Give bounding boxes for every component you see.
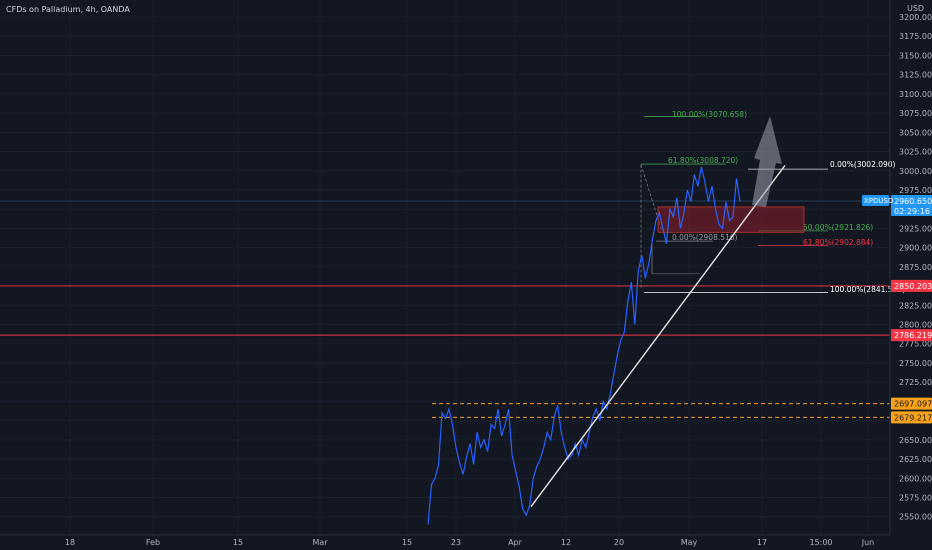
y-tick-label: 3050.000 (899, 128, 932, 137)
y-tick-label: 2775.000 (899, 340, 932, 349)
price-line (427, 166, 741, 525)
y-tick-label: 3200.000 (899, 13, 932, 22)
price-series (427, 166, 741, 525)
y-tick-label: 2975.000 (899, 186, 932, 195)
y-tick-label: 2600.000 (899, 474, 932, 483)
x-tick-label: Jun (861, 538, 875, 547)
price-tag-bg (891, 279, 932, 292)
y-tick-label: 2800.000 (899, 321, 932, 330)
price-tag-bg (891, 329, 932, 342)
y-tick-label: 3025.000 (899, 148, 932, 157)
y-tick-label: 2925.000 (899, 224, 932, 233)
y-tick-label: 2725.000 (899, 378, 932, 387)
x-tick-label: Apr (508, 538, 523, 547)
y-tick-label: 2625.000 (899, 455, 932, 464)
fib-levels: 100.00%(3070.658) 61.80%(3008.720) 0.00%(2… (640, 110, 905, 294)
time-axis: 18 Feb 15 Mar 15 23 Apr 12 20 May 17 15:00 Jun (65, 538, 874, 547)
current-price-tag-bg (891, 195, 932, 217)
price-tag: 2850.203 (894, 282, 932, 291)
fib-level-label: 100.00%(2841.562) (830, 285, 905, 294)
y-tick-label: 2550.000 (899, 513, 932, 522)
fib-level-label: 0.00%(2908.516) (672, 233, 738, 242)
fib-guide (640, 164, 663, 232)
price-tag: 2679.217 (894, 413, 932, 422)
y-tick-label: 2900.000 (899, 244, 932, 253)
y-tick-label: 3000.000 (899, 167, 932, 176)
x-tick-label: 20 (614, 538, 624, 547)
y-tick-label: 3100.000 (899, 90, 932, 99)
horizontal-levels (0, 200, 890, 418)
y-tick-label: 2825.000 (899, 301, 932, 310)
chart-title: CFDs on Palladium, 4h, OANDA (6, 5, 130, 14)
y-tick-label: 2575.000 (899, 494, 932, 503)
current-price-value: 2960.650 (894, 197, 932, 206)
fib-level-label: 0.00%(3002.090) (830, 160, 896, 169)
fib-level-label: 61.80%(3008.720) (668, 156, 738, 165)
y-tick-label: 2875.000 (899, 263, 932, 272)
x-tick-label: 23 (451, 538, 461, 547)
x-tick-label: 15:00 (809, 538, 832, 547)
price-tag-bg (891, 397, 932, 410)
fib-level-label: 50.00%(2921.826) (803, 223, 873, 232)
currency-label: USD (907, 4, 924, 13)
x-tick-label: Mar (312, 538, 328, 547)
x-tick-label: 12 (561, 538, 571, 547)
price-tag: 2697.097 (894, 400, 932, 409)
y-tick-label: 2750.000 (899, 359, 932, 368)
x-tick-label: Feb (146, 538, 160, 547)
y-tick-label: 3075.000 (899, 109, 932, 118)
up-arrow-icon[interactable] (752, 116, 782, 207)
price-tag: 2786.219 (894, 331, 932, 340)
current-price-countdown: 02:29:16 (894, 207, 930, 216)
symbol-tag: XPDUSD (864, 197, 893, 205)
x-tick-label: 18 (65, 538, 75, 547)
y-tick-label: 3125.000 (899, 71, 932, 80)
x-tick-label: 15 (402, 538, 412, 547)
price-labels: 2850.203 2786.219 2697.097 2679.217 2960.650… (862, 195, 932, 424)
y-tick-label: 3150.000 (899, 51, 932, 60)
fib-level-label: 61.80%(2902.884) (803, 238, 873, 247)
x-tick-label: May (681, 538, 698, 547)
price-tag-bg (891, 411, 932, 424)
y-tick-label: 3175.000 (899, 32, 932, 41)
x-tick-label: 17 (757, 538, 767, 547)
trendline[interactable] (530, 164, 786, 508)
fib-level-label: 100.00%(3070.658) (672, 110, 747, 119)
x-tick-label: 15 (233, 538, 243, 547)
symbol-tag-bg (862, 195, 889, 207)
y-tick-label: 2650.000 (899, 436, 932, 445)
